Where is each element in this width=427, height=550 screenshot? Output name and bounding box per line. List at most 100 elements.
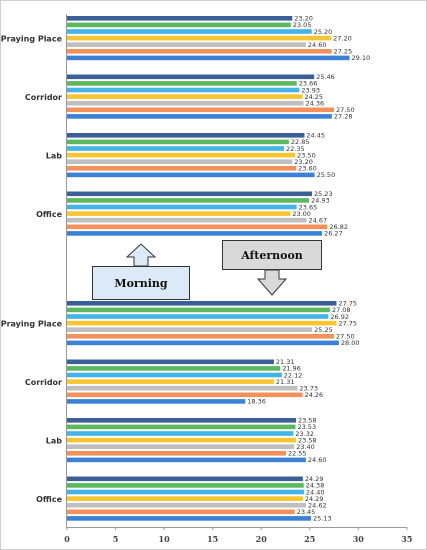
value-label-afternoon-corridor-6: 24.26 (305, 391, 324, 399)
bar-afternoon-lab-7 (67, 457, 306, 463)
bar-morning-corridor-4 (67, 94, 303, 99)
x-tick-label-25: 25 (304, 534, 315, 544)
value-label-morning-lab-3: 22.35 (286, 145, 305, 153)
bar-afternoon-office-7 (67, 516, 312, 521)
bar-morning-office-6 (67, 224, 328, 230)
bar-afternoon-praying-place-3 (67, 314, 329, 319)
value-label-afternoon-lab-3: 23.32 (295, 430, 314, 438)
bar-afternoon-office-2 (67, 483, 304, 488)
value-label-afternoon-praying-place-6: 27.50 (336, 333, 355, 341)
x-tick-label-10: 10 (159, 534, 171, 544)
bar-morning-office-7 (67, 231, 323, 236)
value-label-afternoon-office-6: 23.45 (297, 508, 316, 516)
value-label-afternoon-corridor-5: 23.73 (299, 385, 318, 393)
value-label-morning-praying-place-4: 27.20 (333, 34, 352, 42)
bar-afternoon-corridor-6 (67, 392, 303, 398)
bar-morning-lab-6 (67, 166, 297, 171)
value-label-morning-lab-1: 24.45 (306, 132, 325, 140)
value-label-afternoon-lab-1: 23.58 (298, 417, 317, 425)
value-label-morning-office-3: 23.65 (299, 203, 318, 211)
value-label-afternoon-praying-place-5: 25.25 (314, 326, 333, 334)
value-label-afternoon-praying-place-2: 27.08 (332, 306, 351, 314)
afternoon-arrow-down-icon (256, 269, 288, 296)
bar-morning-praying-place-2 (67, 22, 291, 28)
value-label-morning-praying-place-3: 25.20 (314, 28, 333, 36)
category-label-morning-lab: Lab (46, 152, 62, 161)
bar-morning-lab-2 (67, 139, 289, 145)
value-label-morning-praying-place-2: 23.05 (293, 21, 312, 29)
value-label-morning-praying-place-6: 27.25 (334, 48, 353, 56)
bar-morning-praying-place-7 (67, 55, 350, 61)
bar-morning-office-4 (67, 211, 291, 216)
bar-morning-office-1 (67, 191, 312, 197)
value-label-morning-office-6: 26.82 (329, 223, 348, 231)
value-label-morning-lab-6: 23.60 (298, 165, 317, 173)
value-label-afternoon-corridor-3: 22.12 (284, 371, 303, 379)
bar-morning-praying-place-5 (67, 42, 306, 47)
value-label-morning-lab-7: 25.50 (317, 171, 336, 179)
bar-morning-lab-1 (67, 133, 305, 138)
bar-afternoon-praying-place-7 (67, 340, 339, 346)
bar-afternoon-corridor-4 (67, 379, 274, 384)
value-label-morning-office-7: 26.27 (324, 230, 343, 238)
value-label-afternoon-office-4: 24.29 (305, 495, 324, 503)
value-label-morning-corridor-6: 27.50 (336, 106, 355, 114)
bar-afternoon-lab-2 (67, 424, 296, 430)
bar-morning-office-2 (67, 198, 310, 203)
value-label-afternoon-praying-place-7: 28.00 (341, 339, 360, 347)
morning-arrow-up-icon (125, 243, 157, 267)
bar-morning-praying-place-6 (67, 49, 332, 54)
bar-morning-corridor-5 (67, 100, 304, 106)
bar-afternoon-praying-place-5 (67, 327, 313, 332)
x-tick-label-30: 30 (353, 534, 365, 544)
bars-layer: Praying Place23.2023.0525.2027.2024.6027… (1, 15, 370, 523)
value-label-afternoon-praying-place-1: 27.75 (338, 300, 357, 308)
value-label-morning-corridor-4: 24.25 (304, 93, 323, 101)
value-label-afternoon-praying-place-3: 26.92 (330, 313, 349, 321)
category-label-morning-office: Office (36, 210, 62, 219)
value-label-morning-corridor-7: 27.28 (334, 113, 353, 121)
category-label-afternoon-praying-place: Praying Place (1, 320, 63, 329)
value-label-afternoon-praying-place-4: 27.75 (338, 319, 357, 327)
value-label-morning-corridor-3: 23.93 (301, 86, 320, 94)
value-label-morning-office-2: 24.93 (311, 197, 330, 205)
bar-afternoon-lab-5 (67, 444, 295, 449)
bar-morning-corridor-7 (67, 114, 332, 119)
bar-morning-corridor-1 (67, 74, 315, 80)
bar-afternoon-office-3 (67, 489, 304, 495)
bar-afternoon-corridor-3 (67, 372, 282, 378)
bar-afternoon-corridor-5 (67, 385, 298, 391)
bar-afternoon-praying-place-6 (67, 334, 335, 339)
value-label-afternoon-corridor-2: 21.96 (282, 365, 301, 373)
morning-label: Morning (114, 276, 168, 290)
value-label-morning-lab-5: 23.20 (294, 158, 313, 166)
bar-morning-lab-4 (67, 152, 296, 158)
value-label-afternoon-office-3: 24.40 (306, 488, 325, 496)
value-label-morning-praying-place-1: 23.20 (294, 15, 313, 23)
value-label-afternoon-office-2: 24.38 (306, 482, 325, 490)
bar-afternoon-praying-place-2 (67, 307, 330, 313)
bar-morning-lab-7 (67, 172, 315, 178)
bar-morning-corridor-2 (67, 81, 297, 86)
value-label-afternoon-lab-4: 23.58 (298, 436, 317, 444)
bar-afternoon-corridor-1 (67, 359, 274, 365)
bar-morning-office-3 (67, 204, 297, 210)
value-label-morning-lab-4: 23.50 (297, 151, 316, 159)
value-label-afternoon-corridor-4: 21.31 (276, 378, 295, 386)
bar-afternoon-corridor-7 (67, 399, 246, 404)
bar-afternoon-office-5 (67, 502, 307, 508)
bar-afternoon-corridor-2 (67, 366, 281, 371)
bar-morning-lab-5 (67, 159, 293, 164)
x-tick-label-15: 15 (207, 534, 218, 544)
afternoon-callout: Afternoon (222, 240, 322, 270)
category-label-morning-praying-place: Praying Place (1, 35, 63, 44)
value-label-morning-lab-2: 22.85 (291, 138, 310, 146)
value-label-afternoon-lab-6: 22.55 (288, 450, 307, 458)
value-label-morning-corridor-2: 23.66 (299, 80, 318, 88)
bar-morning-praying-place-4 (67, 35, 332, 41)
bar-afternoon-lab-6 (67, 451, 286, 456)
value-label-afternoon-corridor-1: 21.31 (276, 358, 295, 366)
x-tick-label-0: 0 (64, 534, 70, 544)
bar-afternoon-office-4 (67, 496, 303, 501)
